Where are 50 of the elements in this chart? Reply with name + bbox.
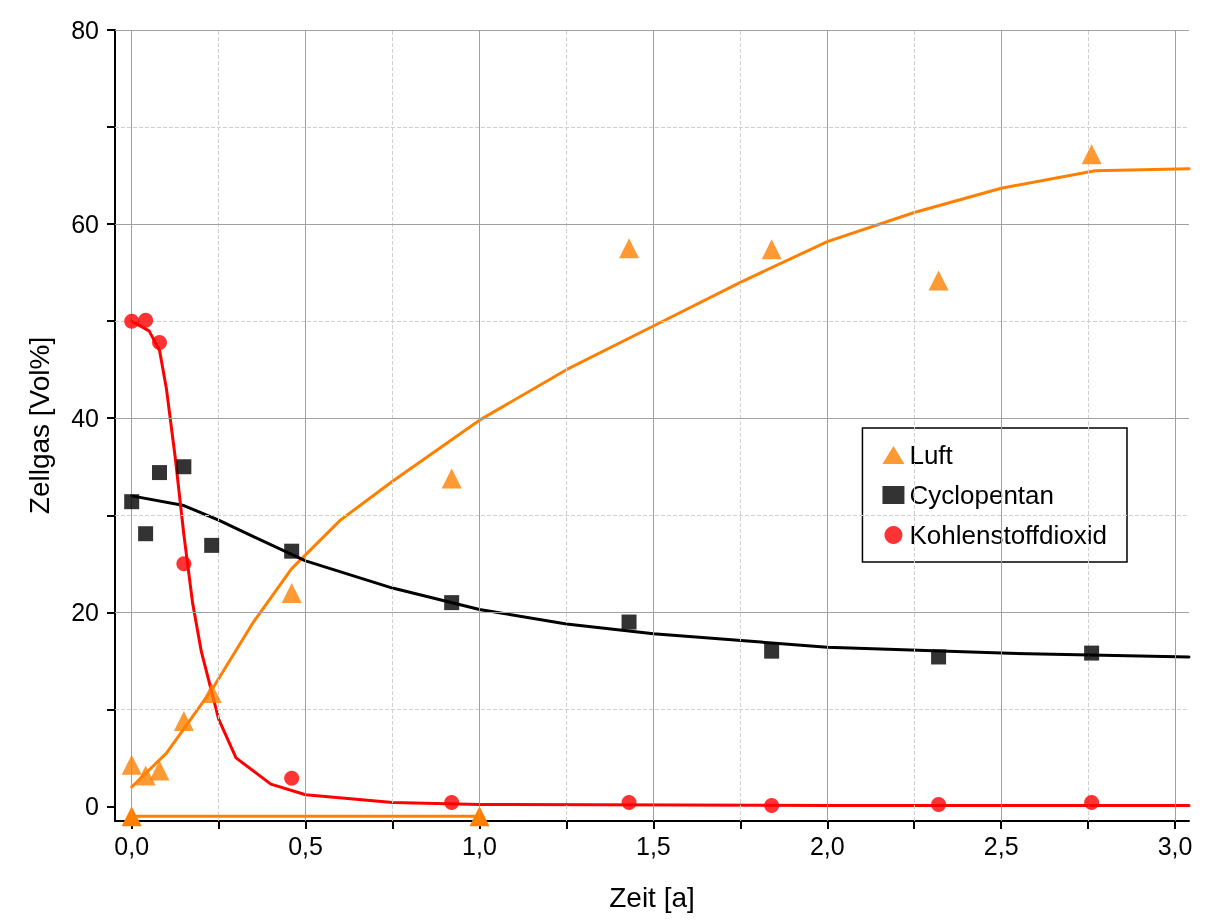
point	[928, 270, 949, 291]
point	[764, 797, 780, 813]
point	[124, 494, 140, 510]
point	[152, 335, 168, 351]
point	[152, 465, 168, 481]
point	[931, 797, 947, 812]
point	[764, 643, 780, 659]
point	[284, 770, 300, 786]
y-tick-label: 20	[71, 598, 99, 627]
y-tick-label: 40	[71, 404, 99, 433]
point	[931, 649, 947, 665]
legend-label: Luft	[909, 440, 954, 470]
point	[135, 765, 156, 786]
point	[1081, 144, 1102, 165]
point	[1084, 795, 1100, 811]
x-tick-label: 2,5	[983, 831, 1019, 860]
point	[284, 543, 300, 559]
point	[173, 711, 194, 732]
point	[621, 614, 637, 630]
point	[138, 526, 154, 542]
point	[621, 795, 637, 811]
point	[201, 682, 222, 703]
y-tick-label: 80	[71, 16, 99, 44]
legend-label: Cyclopentan	[909, 480, 1054, 510]
point	[176, 459, 192, 475]
point	[281, 582, 302, 603]
line-series	[130, 167, 1191, 789]
point	[138, 312, 154, 328]
point	[124, 313, 140, 329]
y-tick-label: 0	[85, 792, 99, 821]
point	[204, 537, 220, 553]
x-tick-label: 0,0	[114, 831, 150, 860]
x-axis-title: Zeit [a]	[609, 881, 695, 913]
point	[149, 760, 170, 781]
point	[619, 238, 640, 259]
point	[441, 468, 462, 489]
y-axis-title: Zellgas [Vol%]	[23, 336, 55, 515]
legend-label: Kohlenstoffdioxid	[909, 520, 1108, 550]
point	[444, 795, 460, 811]
y-tick-label: 60	[71, 210, 99, 239]
x-tick-label: 1,0	[462, 831, 497, 860]
point	[444, 595, 460, 611]
point	[1084, 645, 1100, 661]
x-tick-label: 2,0	[809, 831, 845, 860]
point	[761, 239, 782, 260]
x-tick-label: 1,5	[636, 831, 671, 860]
point	[176, 556, 192, 572]
x-tick-label: 3,0	[1157, 831, 1193, 860]
x-tick-label: 0,5	[288, 831, 323, 860]
point	[121, 754, 142, 775]
